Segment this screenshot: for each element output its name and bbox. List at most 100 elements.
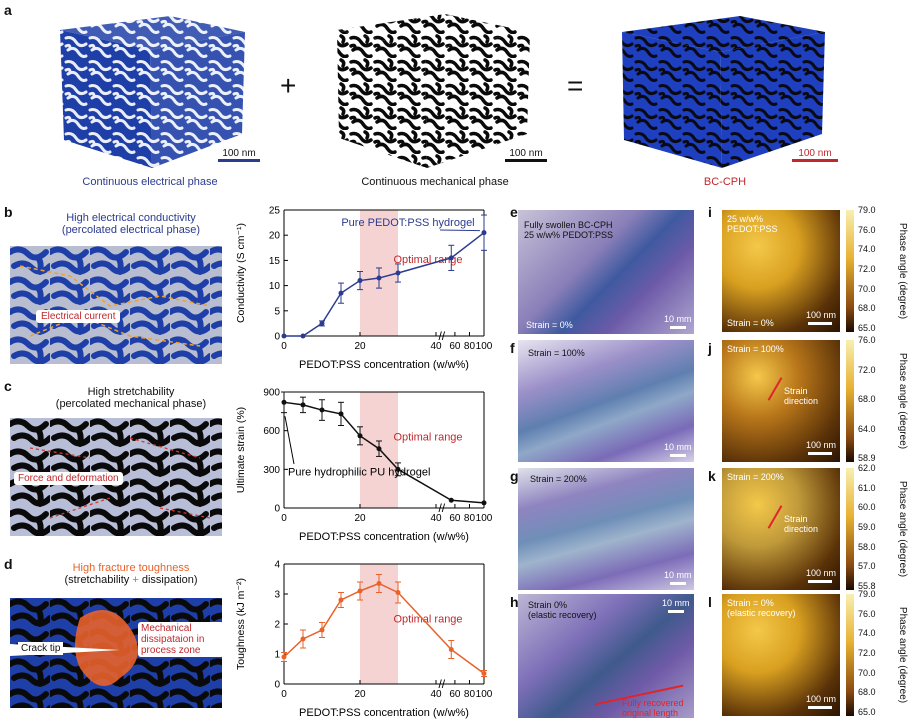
afm-image-1: Strain = 100% Strain direction 100 nm — [722, 340, 840, 462]
conductivity-chart: Optimal range 0 5 10 15 20 25 0 20 40 60 80 100 // PED… — [235, 206, 493, 372]
y-tick-label: 15 — [269, 256, 281, 267]
afm-colorbar-2 — [846, 468, 854, 590]
afm-scalebar-0 — [808, 322, 832, 325]
x-axis-label: PEDOT:PSS concentration (w/w%) — [299, 531, 469, 543]
equals-sign: = — [567, 70, 584, 101]
data-point — [448, 497, 454, 503]
colorbar-tick: 74.0 — [858, 628, 876, 639]
colorbar-tick: 68.0 — [858, 303, 876, 314]
afm-scale-3: 100 nm — [806, 694, 837, 704]
colorbar-tick: 72.0 — [858, 264, 876, 274]
colorbar-tick: 58.9 — [858, 453, 876, 463]
ultimate-strain-chart: Optimal range 0 300 600 900 0 20 40 60 80 100 // PED… — [235, 388, 493, 544]
panel-label-f: f — [510, 340, 515, 356]
photo-g-scale: 10 mm — [664, 570, 692, 580]
colorbar-tick: 64.0 — [858, 423, 876, 434]
colorbar-tick: 79.0 — [858, 589, 876, 599]
crack-tip-label: Crack tip — [18, 642, 64, 655]
photo-h-label: Strain 0% (elastic recovery) — [528, 600, 597, 620]
series-line-tail — [450, 232, 485, 259]
data-point — [338, 597, 344, 603]
colorbar-tick: 70.0 — [858, 667, 876, 678]
panel-label-j: j — [708, 340, 712, 356]
axis-break: // — [438, 501, 445, 515]
annotation-arrow — [439, 229, 481, 232]
panel-label-b: b — [4, 204, 13, 220]
data-point — [357, 433, 363, 439]
y-axis-label: Toughness (kJ m⁻²) — [235, 578, 247, 670]
bc-cph-cube — [622, 16, 825, 168]
strain-direction-arrow — [767, 377, 783, 401]
panel-c-title: High stretchability (percolated mechanica… — [55, 386, 207, 410]
panel-label-c: c — [4, 378, 12, 394]
y-tick-label: 25 — [269, 206, 281, 217]
electrical-phase-cube — [60, 16, 245, 168]
afm-scalebar-1 — [808, 452, 832, 455]
data-point — [281, 399, 287, 405]
photo-e-scale: 10 mm — [664, 314, 692, 324]
data-point — [300, 402, 306, 408]
photo-g-label: Strain = 200% — [530, 474, 587, 484]
afm-label-0: 25 w/w% PEDOT:PSS — [727, 214, 778, 234]
electrical-network-image — [10, 246, 222, 364]
panel-b-inset: Electrical current — [10, 246, 222, 364]
data-point — [395, 466, 401, 472]
panel-d-title: High fracture toughness (stretchability … — [64, 562, 198, 586]
afm-scale-2: 100 nm — [806, 568, 837, 578]
panel-label-a: a — [4, 2, 12, 18]
series-line-tail — [450, 648, 485, 675]
caption-bc-cph: BC-CPH — [703, 176, 747, 188]
photo-e-scalebar — [670, 326, 686, 329]
y-tick-label: 900 — [263, 388, 280, 399]
x-tick-label: 100 — [476, 689, 493, 700]
photo-h-scale: 10 mm — [662, 598, 690, 608]
x-tick-label: 80 — [464, 689, 476, 700]
data-point — [319, 320, 325, 326]
data-point — [448, 255, 454, 261]
afm-label-2: Strain = 200% — [727, 472, 784, 482]
scale-bar-a1: 100 nm — [218, 148, 260, 162]
afm-scale-0: 100 nm — [806, 310, 837, 320]
x-tick-label: 100 — [476, 513, 493, 524]
panel-c-inset: Force and deformation — [10, 418, 222, 536]
afm-image-0: 25 w/w% PEDOT:PSS Strain = 0% 100 nm — [722, 210, 840, 332]
y-tick-label: 0 — [274, 680, 280, 691]
colorbar-tick: 72.0 — [858, 364, 876, 375]
y-tick-label: 0 — [274, 504, 280, 515]
colorbar-tick: 76.0 — [858, 224, 876, 235]
x-tick-label: 100 — [476, 341, 493, 352]
colorbar-tick: 57.0 — [858, 561, 876, 572]
data-point — [481, 671, 487, 676]
panel-label-i: i — [708, 204, 712, 220]
colorbar-tick: 65.0 — [858, 323, 876, 333]
data-point — [395, 590, 401, 595]
colorbar-tick: 68.0 — [858, 687, 876, 698]
data-point — [281, 654, 287, 660]
data-point — [448, 647, 454, 652]
optimal-range-label: Optimal range — [393, 254, 462, 266]
photo-e: Fully swollen BC-CPH 25 w/w% PEDOT:PSS St… — [518, 210, 694, 334]
electrical-current-label: Electrical current — [36, 310, 121, 323]
data-point — [395, 270, 401, 276]
x-axis-label: PEDOT:PSS concentration (w/w%) — [299, 707, 469, 719]
data-point — [481, 500, 487, 506]
colorbar-tick: 59.0 — [858, 522, 876, 532]
data-point — [338, 290, 344, 296]
photo-f-scale: 10 mm — [664, 442, 692, 452]
colorbar-tick: 76.0 — [858, 608, 876, 619]
axis-break: // — [438, 677, 445, 691]
colorbar-tick: 61.0 — [858, 482, 876, 493]
series-line-tail — [451, 499, 485, 504]
photo-g-scalebar — [670, 582, 686, 585]
colorbar-tick: 60.0 — [858, 502, 876, 513]
panel-label-d: d — [4, 556, 13, 572]
data-point — [338, 411, 344, 417]
afm-image-2: Strain = 200% Strain direction 100 nm — [722, 468, 840, 590]
x-tick-label: 0 — [281, 689, 287, 700]
panel-label-l: l — [708, 594, 712, 610]
data-point — [376, 275, 382, 281]
series-line-break — [397, 591, 452, 651]
panel-d-inset: Crack tip Mechanical dissipataion in pro… — [10, 598, 224, 708]
panel-label-k: k — [708, 468, 716, 484]
afm-colorbar-3 — [846, 594, 854, 716]
